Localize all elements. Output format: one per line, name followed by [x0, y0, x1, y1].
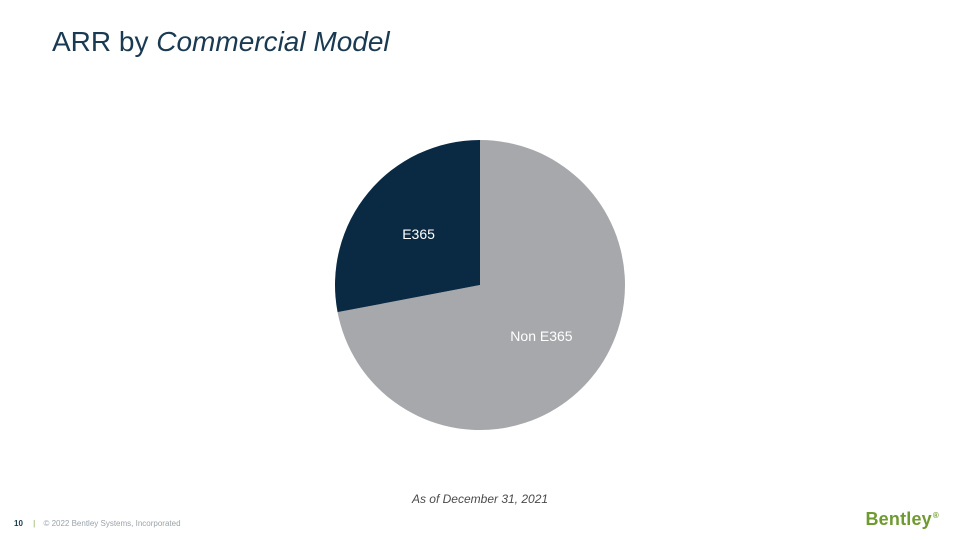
footer: 10 | © 2022 Bentley Systems, Incorporate…: [14, 519, 181, 528]
copyright-text: © 2022 Bentley Systems, Incorporated: [43, 519, 180, 528]
chart-caption: As of December 31, 2021: [412, 492, 548, 506]
pie-slice-label-1: E365: [402, 226, 435, 242]
page-number: 10: [14, 519, 23, 528]
pie-chart: Non E365 E365: [0, 0, 960, 540]
pie-slice-label-0: Non E365: [510, 328, 572, 344]
footer-separator: |: [33, 519, 35, 528]
pie-svg: [0, 0, 960, 540]
bentley-logo: Bentley: [865, 509, 938, 530]
slide: ARR by Commercial Model Non E365E365 As …: [0, 0, 960, 540]
